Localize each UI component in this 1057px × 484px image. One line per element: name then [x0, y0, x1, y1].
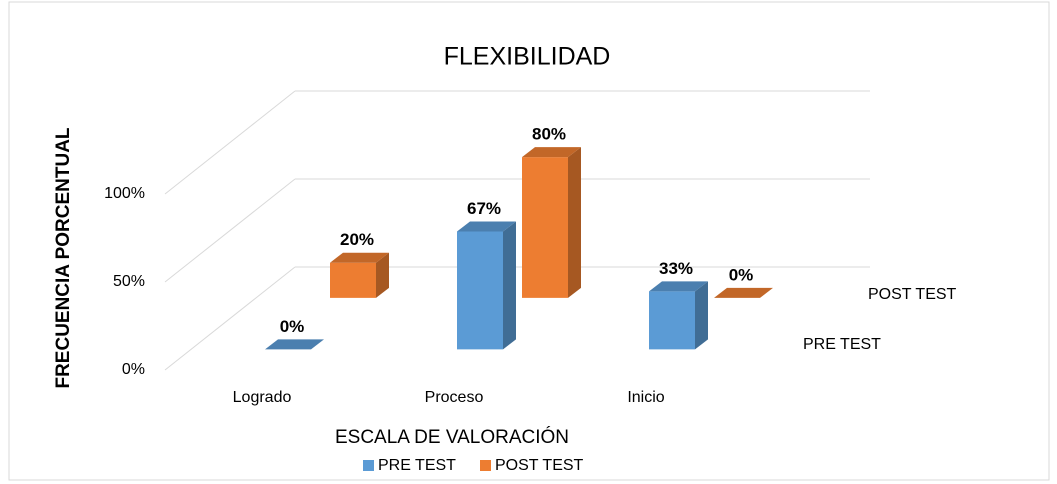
bar-top [522, 147, 581, 158]
y-tick-label: 50% [113, 273, 145, 290]
bar [522, 147, 581, 298]
bar [649, 281, 708, 350]
bar-side [695, 281, 708, 350]
grid-line [164, 266, 296, 371]
chart-title: FLEXIBILIDAD [444, 43, 611, 71]
legend-swatch [363, 460, 374, 471]
legend-label: PRE TEST [378, 457, 456, 474]
x-tick-label: Logrado [233, 389, 292, 406]
data-label: 0% [729, 265, 754, 284]
bar [714, 287, 773, 298]
depth-label: POST TEST [868, 286, 957, 303]
data-label: 20% [340, 230, 374, 249]
bar [265, 339, 324, 350]
x-axis-title: ESCALA DE VALORACIÓN [335, 426, 569, 448]
grid-line [164, 178, 296, 283]
bar-top [330, 252, 389, 263]
bar [330, 252, 389, 298]
bar [457, 221, 516, 350]
legend-label: POST TEST [495, 457, 584, 474]
bar-front [457, 231, 503, 350]
x-tick-label: Inicio [627, 389, 664, 406]
bar-side [568, 147, 581, 298]
bar-top [714, 287, 773, 298]
depth-label: PRE TEST [803, 336, 881, 353]
bar-front [330, 262, 376, 298]
bar-top [265, 339, 324, 350]
legend-swatch [480, 460, 491, 471]
bar-top [649, 281, 708, 292]
data-label: 0% [280, 317, 305, 336]
y-tick-label: 100% [104, 185, 145, 202]
bar-top [457, 221, 516, 232]
bar-front [522, 157, 568, 298]
data-label: 67% [467, 199, 501, 218]
bar-side [376, 252, 389, 298]
bar-front [649, 291, 695, 350]
data-label: 33% [659, 259, 693, 278]
x-tick-label: Proceso [425, 389, 484, 406]
grid-line [164, 90, 296, 195]
bar-side [503, 221, 516, 350]
y-axis-title: FRECUENCIA PORCENTUAL [53, 127, 74, 388]
data-label: 80% [532, 125, 566, 144]
y-tick-label: 0% [122, 361, 145, 378]
